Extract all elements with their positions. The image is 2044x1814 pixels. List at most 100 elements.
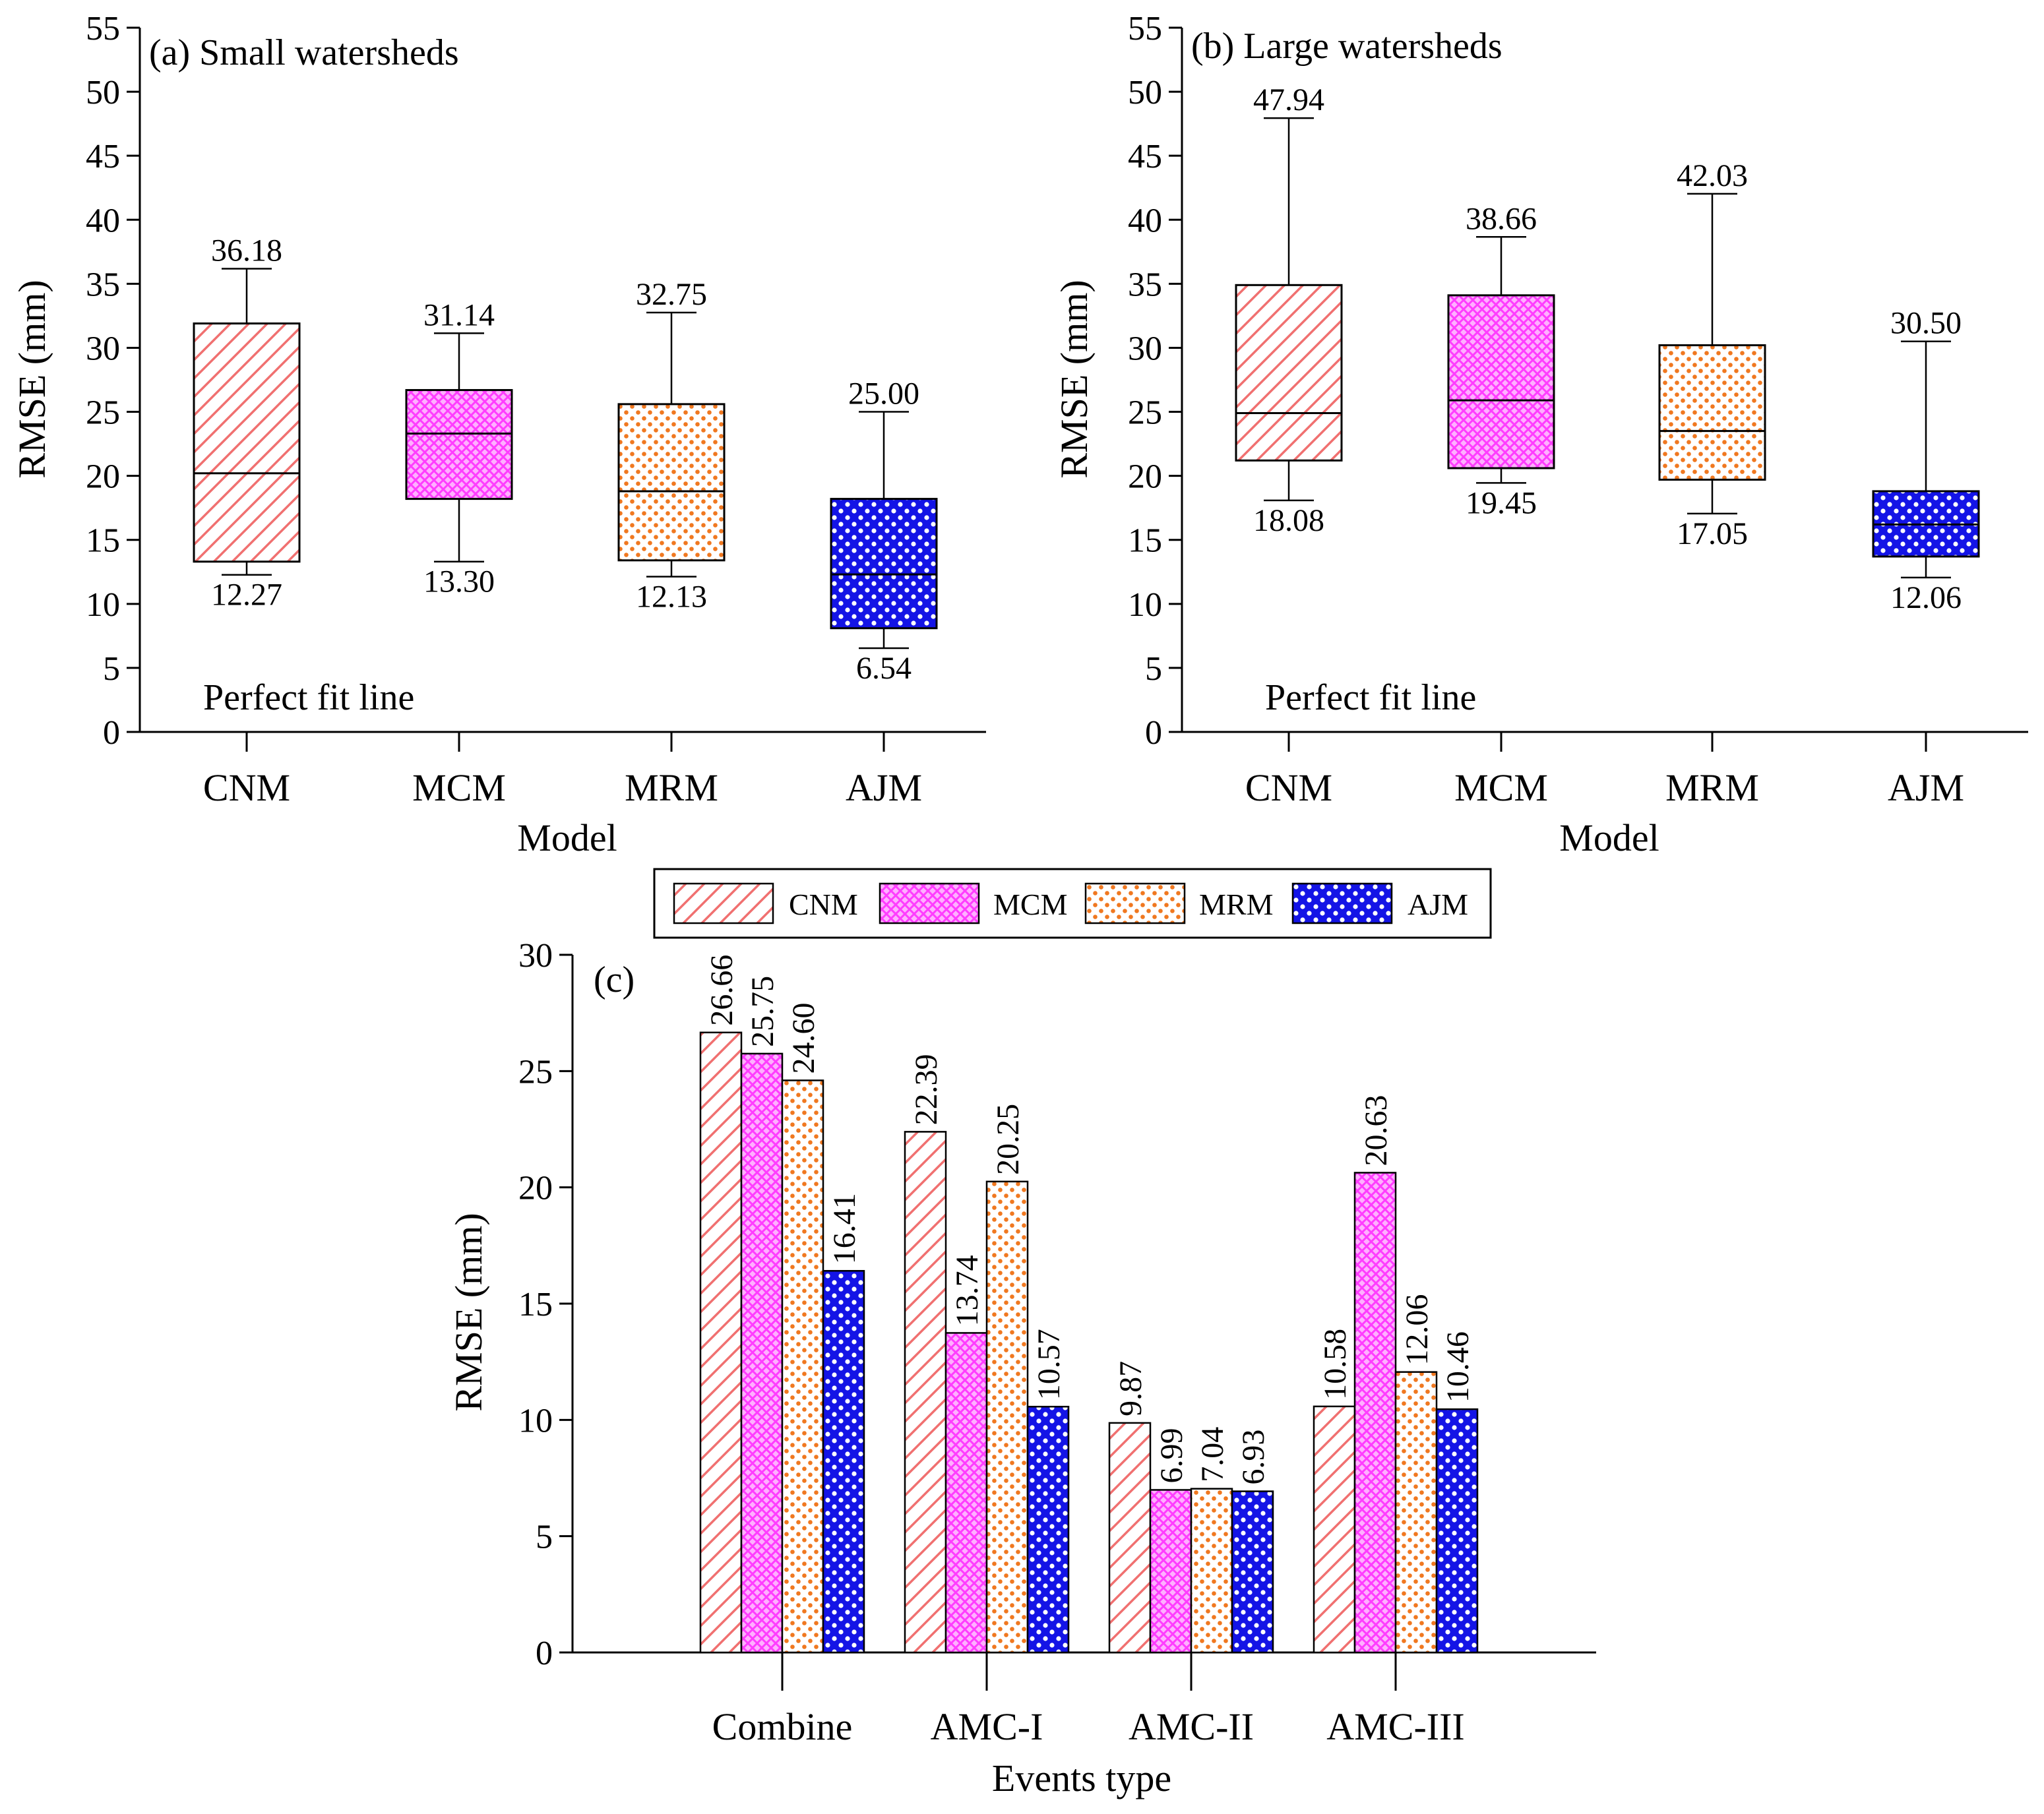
legend-swatch-cnm (673, 882, 774, 924)
interquartile-box (193, 322, 301, 563)
max-label: 36.18 (211, 233, 282, 268)
legend-item-cnm: CNM (673, 882, 858, 924)
panel-b-y-tick-label: 0 (1145, 714, 1162, 752)
panel-b-box-mcm: 38.66 19.45 (1447, 201, 1555, 520)
panel-b-y-tick-label: 30 (1128, 330, 1162, 367)
panel-a-y-tick-label: 30 (86, 330, 120, 367)
panel-a-y-axis-title: RMSE (mm) (11, 280, 53, 478)
panel-b-category-mrm: MRM (1665, 766, 1759, 809)
panel-c-y-tick-label: 10 (518, 1402, 553, 1439)
panel-c-category-amc-i: AMC-I (931, 1705, 1043, 1748)
panel-b-box-cnm: 47.94 18.08 (1235, 82, 1343, 538)
bar-mrm-amc-i (985, 1180, 1029, 1654)
bar-label-ajm-combine: 16.41 (827, 1193, 862, 1264)
bar-label-ajm-amc-ii: 6.93 (1236, 1430, 1271, 1485)
panel-c-y-tick-label: 0 (536, 1635, 553, 1672)
bar-cnm-combine (699, 1031, 743, 1654)
bar-label-ajm-amc-i: 10.57 (1032, 1329, 1067, 1400)
panel-a-category-cnm: CNM (203, 766, 290, 809)
min-label: 13.30 (423, 564, 495, 599)
bar-ajm-amc-ii (1231, 1490, 1274, 1654)
panel-large-watersheds: (b) Large watersheds Perfect fit line Mo… (1053, 10, 2028, 859)
panel-a-category-ajm: AJM (846, 766, 922, 809)
max-label: 32.75 (636, 277, 707, 312)
panel-b-y-tick-label: 25 (1128, 394, 1162, 432)
max-label: 31.14 (423, 297, 495, 332)
panel-a-y-tick-label: 0 (103, 714, 120, 752)
panel-b-y-tick-label: 10 (1128, 586, 1162, 624)
bar-label-mcm-combine: 25.75 (745, 976, 780, 1047)
panel-b-y-tick-label: 20 (1128, 458, 1162, 496)
bar-mrm-combine (781, 1079, 824, 1654)
bar-ajm-amc-i (1026, 1405, 1070, 1654)
bar-cnm-amc-ii (1108, 1422, 1152, 1654)
max-label: 42.03 (1677, 158, 1748, 193)
min-label: 17.05 (1677, 516, 1748, 551)
bar-label-cnm-combine: 26.66 (704, 955, 739, 1026)
panel-c-category-amc-ii: AMC-II (1129, 1705, 1254, 1748)
min-label: 12.13 (636, 579, 707, 614)
bar-ajm-combine (822, 1270, 865, 1654)
panel-a-y-tick-label: 5 (103, 650, 120, 688)
bar-mcm-amc-i (945, 1332, 988, 1654)
panel-c-y-tick-label: 25 (518, 1053, 553, 1091)
panel-a-y-tick-label: 15 (86, 522, 120, 560)
panel-a-category-mcm: MCM (412, 766, 506, 809)
panel-b-category-ajm: AJM (1888, 766, 1964, 809)
bar-mrm-amc-iii (1394, 1371, 1438, 1654)
bar-label-ajm-amc-iii: 10.46 (1440, 1331, 1475, 1403)
min-label: 12.27 (211, 578, 282, 613)
panel-b-y-tick-label: 40 (1128, 202, 1162, 239)
panel-a-y-tick-label: 45 (86, 138, 120, 175)
panel-a-category-mrm: MRM (625, 766, 718, 809)
panel-c-y-tick-label: 5 (536, 1519, 553, 1556)
panel-c-y-tick-label: 15 (518, 1286, 553, 1323)
bar-mcm-amc-iii (1353, 1172, 1397, 1654)
min-label: 12.06 (1890, 580, 1962, 615)
panel-b-category-mcm: MCM (1454, 766, 1548, 809)
bar-mcm-combine (740, 1052, 784, 1654)
panel-b-y-tick-label: 55 (1128, 10, 1162, 47)
panel-b-y-tick-label: 50 (1128, 74, 1162, 111)
panel-a-box-ajm: 25.00 6.54 (830, 377, 938, 686)
legend-swatch-mrm (1084, 882, 1186, 924)
panel-events-type: (c) Events type RMSE (mm) 0 5 10 15 20 25 30 Co… (447, 937, 1596, 1799)
panel-c-category-amc-iii: AMC-III (1326, 1705, 1464, 1748)
panel-c-x-axis-title: Events type (992, 1757, 1171, 1799)
bar-label-mcm-amc-iii: 20.63 (1359, 1095, 1394, 1166)
panel-a-perfect-fit-label: Perfect fit line (203, 677, 414, 718)
legend-label-mrm: MRM (1199, 888, 1273, 921)
interquartile-box (1447, 294, 1555, 469)
bar-label-mcm-amc-ii: 6.99 (1154, 1428, 1189, 1483)
legend: CNM MCM MRM AJM (653, 868, 1492, 939)
panel-b-box-ajm: 30.50 12.06 (1872, 306, 1980, 615)
bar-label-cnm-amc-ii: 9.87 (1113, 1361, 1148, 1416)
panel-c-y-tick-label: 30 (518, 937, 553, 975)
max-label: 25.00 (848, 377, 919, 411)
interquartile-box (1658, 344, 1766, 481)
panel-a-box-cnm: 36.18 12.27 (193, 233, 301, 613)
interquartile-box (1235, 284, 1343, 462)
interquartile-box (830, 498, 938, 630)
panel-b-perfect-fit-label: Perfect fit line (1265, 677, 1476, 718)
legend-item-ajm: AJM (1291, 882, 1468, 924)
bar-ajm-amc-iii (1435, 1408, 1479, 1654)
max-label: 30.50 (1890, 306, 1962, 341)
panel-b-box-mrm: 42.03 17.05 (1658, 158, 1766, 551)
panel-a-box-mcm: 31.14 13.30 (405, 297, 513, 599)
bar-label-mrm-amc-i: 20.25 (991, 1104, 1026, 1175)
panel-b-x-axis-title: Model (1559, 816, 1659, 859)
bar-label-cnm-amc-iii: 10.58 (1318, 1329, 1353, 1400)
panel-a-y-tick-label: 10 (86, 586, 120, 624)
panel-a-box-mrm: 32.75 12.13 (617, 277, 726, 614)
min-label: 18.08 (1253, 503, 1324, 538)
legend-label-mcm: MCM (993, 888, 1067, 921)
panel-c-category-combine: Combine (712, 1705, 853, 1748)
panel-b-y-tick-label: 5 (1145, 650, 1162, 688)
bar-label-cnm-amc-i: 22.39 (909, 1054, 944, 1125)
legend-swatch-mcm (879, 882, 980, 924)
max-label: 47.94 (1253, 82, 1324, 117)
panel-a-y-tick-label: 40 (86, 202, 120, 239)
bar-label-mrm-amc-ii: 7.04 (1195, 1427, 1230, 1482)
